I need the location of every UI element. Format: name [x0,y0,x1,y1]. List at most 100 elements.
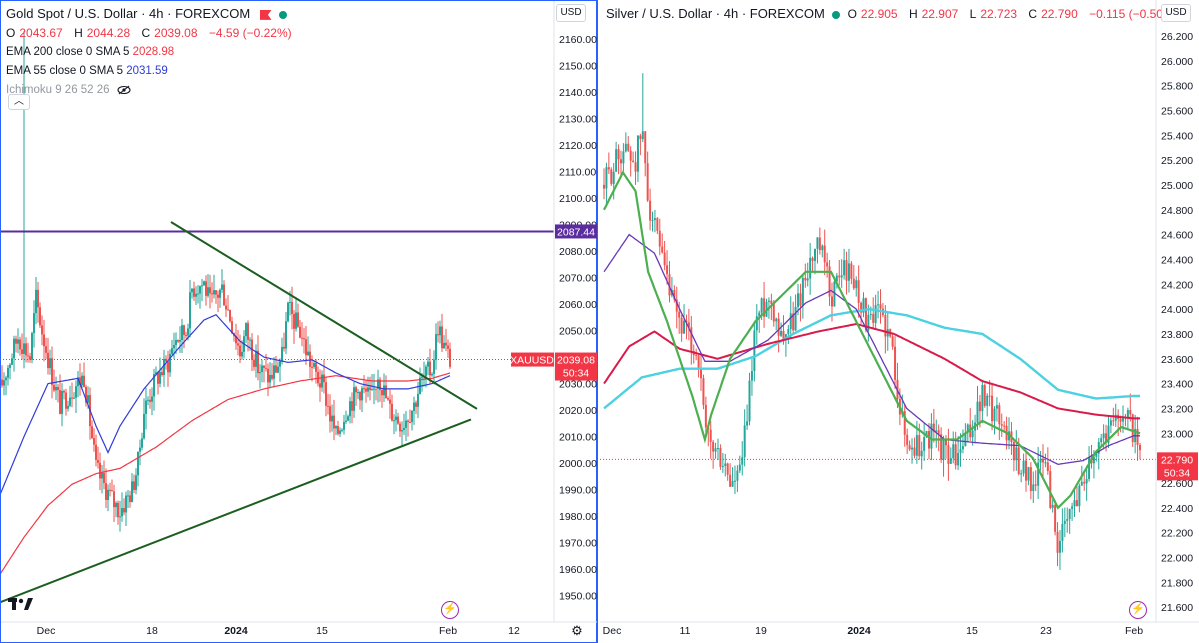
hidden-eye-icon[interactable] [117,85,131,95]
y-tick-label: 23.800 [1161,329,1193,341]
candle-body [1139,444,1141,451]
candle-body [303,338,305,340]
flag-icon[interactable] [259,9,272,20]
candle-body [191,288,193,293]
candle-body [165,358,167,362]
silver-chart-canvas[interactable]: 21.60021.80022.00022.20022.40022.60022.8… [600,0,1199,643]
candle-body [125,495,127,513]
candle-body [1017,447,1020,475]
indicator-ichimoku[interactable]: Ichimoku 9 26 52 26 [6,81,296,100]
candle-body [33,313,35,334]
candle-body [341,429,343,431]
candle-body [323,374,325,383]
silver-chart-panel[interactable]: 21.60021.80022.00022.20022.40022.60022.8… [600,0,1199,643]
y-tick-label: 21.600 [1161,602,1193,614]
y-tick-label: 1990.00 [559,485,597,497]
indicator-ema55[interactable]: EMA 55 close 0 SMA 5 2031.59 [6,62,296,81]
candle-body [95,444,97,460]
candle-body [695,355,698,357]
y-tick-label: 24.800 [1161,205,1193,217]
high-value: 22.907 [921,7,959,21]
y-tick-label: 26.200 [1161,31,1193,43]
y-tick-label: 26.000 [1161,56,1193,68]
candle-body [61,390,63,414]
y-tick-label: 24.000 [1161,304,1193,316]
silver-currency-button[interactable]: USD [1161,4,1191,22]
candle-body [69,397,71,406]
silver-lightning-icon[interactable]: ⚡ [1129,601,1147,619]
candle-body [1068,508,1071,520]
gold-chart-panel[interactable]: 1950.00 1960.00 1970.00 1980.00 1990.00 2000.… [0,0,598,643]
candle-body [787,329,790,335]
high-value: 2044.28 [86,26,131,40]
candle-body [213,290,215,295]
candle-body [387,398,389,400]
silver-symbol-title[interactable]: Silver / U.S. Dollar · 4h · FOREXCOM [606,6,825,21]
candle-body [411,411,413,423]
candle-body [683,320,686,334]
change-value: −4.59 (−0.22%) [208,26,292,40]
candle-body [823,245,826,263]
y-tick-label: 2000.00 [559,458,597,470]
gold-symbol-title[interactable]: Gold Spot / U.S. Dollar · 4h · FOREXCOM [6,6,251,21]
candle-body [1061,523,1064,541]
x-tick-label: 2024 [847,625,871,637]
candle-body [639,135,642,140]
candle-body [105,483,107,500]
gold-lightning-icon[interactable]: ⚡ [441,601,459,619]
candle-body [821,245,824,251]
x-tick-label: 15 [966,625,978,637]
candle-body [331,415,333,422]
candle-body [605,167,608,189]
candle-body [333,415,335,429]
candle-body [920,450,923,457]
y-tick-label: 2110.00 [559,167,596,179]
candle-body [1080,481,1083,486]
collapse-legend-button[interactable]: ︿ [8,94,30,110]
candle-body [73,397,75,399]
candle-body [195,293,197,297]
indicator-ema200[interactable]: EMA 200 close 0 SMA 5 2028.98 [6,43,296,62]
candle-body [403,427,405,430]
y-tick-label: 25.000 [1161,180,1193,192]
candle-body [818,237,821,251]
candle-body [966,424,969,433]
candle-body [1012,441,1015,461]
candle-body [830,296,833,307]
candle-body [7,367,9,378]
close-label: C [141,26,151,40]
candle-body [87,395,89,403]
candle-body [169,353,171,373]
candle-body [811,257,814,261]
gold-currency-button[interactable]: USD [556,4,586,22]
candle-body [379,379,381,390]
candle-body [944,440,947,446]
candle-body [949,458,952,464]
candle-body [845,260,848,281]
candle-body [67,405,69,409]
candle-body [373,388,375,390]
candle-body [339,430,341,434]
candle-body [1032,484,1035,492]
countdown-tag-text: 50:34 [563,368,589,380]
candle-body [329,406,331,422]
candle-body [261,365,263,373]
candle-body [629,150,632,161]
candle-body [736,470,739,481]
candle-body [219,289,221,298]
candle-body [1066,519,1069,521]
gold-chart-canvas[interactable]: 1950.00 1960.00 1970.00 1980.00 1990.00 2000.… [0,0,598,643]
candle-body [35,289,37,314]
symbol-tag-text: XAUUSD [510,355,554,367]
x-tick-label: Feb [1125,625,1143,637]
settings-gear-icon[interactable]: ⚙ [571,623,583,638]
candle-body [1105,433,1108,443]
gold-legend: Gold Spot / U.S. Dollar · 4h · FOREXCOM … [6,4,296,100]
candle-body [283,346,285,349]
candle-body [145,400,147,414]
candle-body [923,437,926,451]
candle-body [894,346,897,380]
change-value: −0.115 (−0.50%) [1089,7,1178,21]
candle-body [313,363,315,367]
gold-ohlc: O 2043.67 H 2044.28 C 2039.08 −4.59 (−0.22%… [6,24,296,43]
